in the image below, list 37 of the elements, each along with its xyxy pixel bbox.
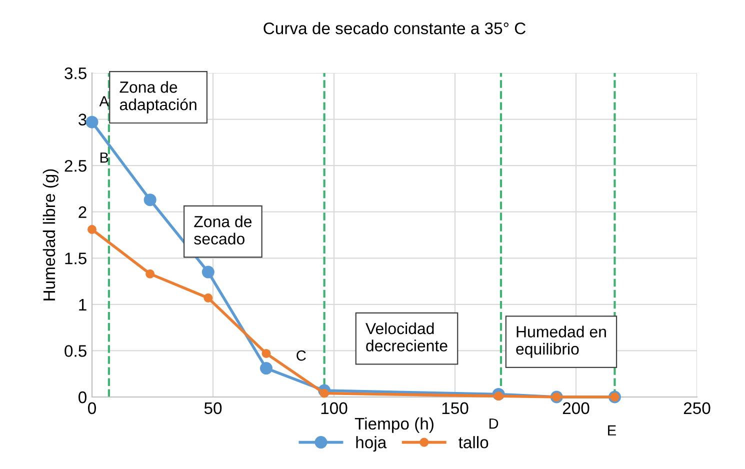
point (260, 362, 272, 375)
x-tick-label: 0 (88, 402, 96, 414)
x-tick-label: 100 (321, 402, 348, 414)
point (86, 116, 98, 128)
annotation: Zona de secado (194, 216, 252, 244)
chart-title: Curva de secado constante a 35° C (264, 22, 526, 34)
y-tick-label: 3.5 (64, 67, 86, 80)
point (320, 388, 329, 398)
point (87, 224, 97, 234)
text: D (489, 418, 498, 429)
y-tick-label: 0 (78, 391, 86, 404)
point (202, 266, 214, 278)
point (146, 269, 155, 278)
annotation: Zona de adaptación (120, 81, 196, 114)
point (204, 293, 213, 302)
x-tick-label: 50 (204, 402, 222, 414)
y-tick-label: 0.5 (64, 345, 86, 357)
text: E (608, 425, 616, 436)
x-tick-label: 250 (684, 402, 710, 414)
annotation: Humedad en equilibrio (516, 326, 606, 358)
point (144, 194, 156, 206)
annotation: C (296, 350, 306, 361)
y-axis-title: Humedad libre (g) (42, 169, 58, 300)
x-tick-label: 200 (562, 402, 590, 414)
y-tick-label: 1.5 (65, 252, 86, 264)
legend-label: hoja (356, 436, 387, 452)
x-tick-label: 150 (442, 402, 468, 414)
annotation: A (99, 96, 109, 106)
annotation: Velocidad decreciente (366, 322, 448, 352)
y-tick-label: 1 (79, 299, 86, 310)
legend-label: tallo (458, 436, 488, 448)
y-tick-label: 2 (78, 206, 86, 218)
y-tick-label: 3 (78, 114, 86, 126)
y-tick-label: 2.5 (64, 160, 86, 172)
annotation: B (100, 152, 108, 163)
point (262, 348, 271, 358)
x-axis-title: Tiempo (h) (354, 417, 434, 433)
